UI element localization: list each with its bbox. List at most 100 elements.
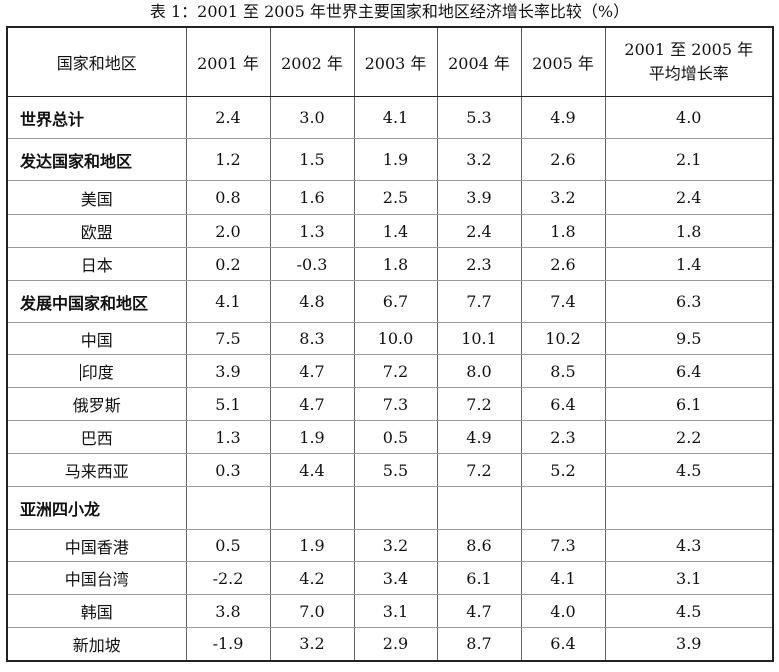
growth-value-cell: 5.1 (185, 387, 271, 421)
average-growth-cell: 2.4 (604, 180, 774, 215)
growth-value-cell: 4.9 (436, 420, 522, 454)
average-growth-cell: 4.3 (604, 529, 774, 562)
average-growth-cell: 6.4 (604, 354, 774, 388)
growth-value-cell (520, 486, 606, 530)
average-growth-cell: 9.5 (604, 322, 774, 355)
growth-value-cell: 6.4 (520, 627, 606, 662)
growth-value-cell: 3.1 (353, 594, 438, 628)
region-name: 中国香港 (64, 537, 129, 557)
table-caption: 表 1：2001 至 2005 年世界主要国家和地区经济增长率比较（%） (149, 2, 630, 21)
region-name: 巴西 (80, 429, 113, 448)
growth-value-cell: 4.8 (269, 280, 355, 323)
growth-value-cell (353, 486, 438, 530)
growth-value-cell: 1.3 (269, 214, 355, 248)
header-2003: 2003 年 (353, 26, 438, 97)
growth-value-cell: 7.5 (185, 322, 271, 355)
region-name: 中国 (80, 330, 113, 350)
growth-value-cell: 7.4 (520, 280, 606, 323)
group-row: 世界总计 2.4 3.0 4.1 5.3 4.9 4.0 (6, 96, 774, 139)
growth-value-cell: 7.3 (353, 387, 438, 421)
growth-value-cell: 5.3 (436, 96, 522, 139)
growth-value-cell: 8.3 (269, 322, 355, 355)
table-header-row: 国家和地区 2001 年 2002 年 2003 年 2004 年 2005 年… (6, 26, 774, 97)
region-name-cell: 马来西亚 (6, 453, 187, 487)
growth-value-cell: 1.8 (520, 214, 606, 248)
growth-value-cell: 6.4 (520, 387, 606, 421)
region-name-cell: 中国台湾 (6, 561, 187, 595)
growth-value-cell: 7.0 (269, 594, 355, 628)
growth-value-cell: 2.4 (185, 96, 271, 139)
region-name-cell: 欧盟 (6, 214, 187, 248)
region-name-cell: 亚洲四小龙 (6, 486, 187, 530)
region-name: 中国台湾 (64, 570, 129, 589)
growth-value-cell: 3.2 (436, 138, 522, 181)
growth-value-cell: 7.2 (436, 453, 522, 487)
growth-value-cell: 5.2 (520, 453, 606, 487)
country-row: 美国 0.8 1.6 2.5 3.9 3.2 2.4 (6, 180, 774, 215)
region-name-cell: 俄罗斯 (6, 387, 187, 421)
country-row: 俄罗斯 5.1 4.7 7.3 7.2 6.4 6.1 (6, 387, 774, 421)
growth-value-cell: 8.7 (436, 627, 522, 662)
growth-value-cell: 4.1 (520, 561, 606, 595)
average-growth-cell: 1.8 (604, 214, 774, 248)
header-2002: 2002 年 (269, 26, 355, 97)
average-growth-cell: 4.0 (604, 96, 774, 139)
growth-value-cell: 7.2 (353, 354, 438, 388)
growth-value-cell: -1.9 (185, 627, 271, 662)
group-row: 发展中国家和地区 4.1 4.8 6.7 7.7 7.4 6.3 (6, 280, 774, 323)
growth-value-cell: 6.7 (353, 280, 438, 323)
growth-value-cell: 4.7 (269, 354, 355, 388)
region-name-cell: 美国 (6, 180, 187, 215)
growth-value-cell: 4.7 (269, 387, 355, 421)
country-row: 韩国 3.8 7.0 3.1 4.7 4.0 4.5 (6, 594, 774, 628)
region-name: 亚洲四小龙 (20, 500, 101, 519)
growth-value-cell: 4.1 (353, 96, 438, 139)
growth-value-cell: 0.2 (185, 247, 271, 281)
growth-value-cell: 6.1 (436, 561, 522, 595)
group-row: 亚洲四小龙 (6, 486, 774, 530)
region-name: 俄罗斯 (72, 396, 121, 415)
header-2001: 2001 年 (185, 26, 271, 97)
growth-value-cell: -0.3 (269, 247, 355, 281)
growth-value-cell: 2.9 (353, 627, 438, 662)
header-region: 国家和地区 (6, 26, 187, 97)
country-row: 中国 7.5 8.3 10.0 10.1 10.2 9.5 (6, 322, 774, 355)
growth-value-cell: 1.9 (269, 420, 355, 454)
growth-value-cell: 10.1 (436, 322, 522, 355)
header-average: 2001 至 2005 年 平均增长率 (604, 26, 774, 97)
text-cursor-icon (79, 364, 81, 381)
region-name-cell: 发展中国家和地区 (6, 280, 187, 323)
average-growth-cell: 3.9 (604, 627, 774, 662)
growth-value-cell: 10.2 (520, 322, 606, 355)
growth-value-cell: 1.5 (269, 138, 355, 181)
growth-value-cell: 3.8 (185, 594, 271, 628)
growth-value-cell: 7.2 (436, 387, 522, 421)
growth-value-cell: 3.0 (269, 96, 355, 139)
region-name-cell: 韩国 (6, 594, 187, 628)
growth-value-cell: 3.2 (520, 180, 606, 215)
table-body: 世界总计 2.4 3.0 4.1 5.3 4.9 4.0 发达国家和地区 1.2 1.5 1.9 3.… (6, 96, 774, 662)
region-name: 欧盟 (80, 223, 113, 242)
region-name: 马来西亚 (64, 462, 129, 481)
growth-value-cell: 5.5 (353, 453, 438, 487)
growth-value-cell: 3.2 (353, 529, 438, 562)
region-name-cell: 印度 (6, 354, 187, 388)
region-name: 韩国 (80, 603, 113, 622)
region-name-cell: 世界总计 (6, 96, 187, 139)
region-name-cell: 中国 (6, 322, 187, 355)
group-row: 发达国家和地区 1.2 1.5 1.9 3.2 2.6 2.1 (6, 138, 774, 181)
country-row: 巴西 1.3 1.9 0.5 4.9 2.3 2.2 (6, 420, 774, 454)
region-name-cell: 新加坡 (6, 627, 187, 662)
average-growth-cell (604, 486, 774, 530)
growth-value-cell: 4.4 (269, 453, 355, 487)
growth-value-cell (269, 486, 355, 530)
growth-value-cell: 3.9 (436, 180, 522, 215)
growth-value-cell: 8.6 (436, 529, 522, 562)
growth-value-cell: 3.4 (353, 561, 438, 595)
region-name: 新加坡 (72, 635, 121, 655)
average-growth-cell: 1.4 (604, 247, 774, 281)
region-name: 日本 (80, 256, 113, 275)
growth-value-cell: 1.9 (353, 138, 438, 181)
country-row: 日本 0.2 -0.3 1.8 2.3 2.6 1.4 (6, 247, 774, 281)
average-growth-cell: 4.5 (604, 594, 774, 628)
